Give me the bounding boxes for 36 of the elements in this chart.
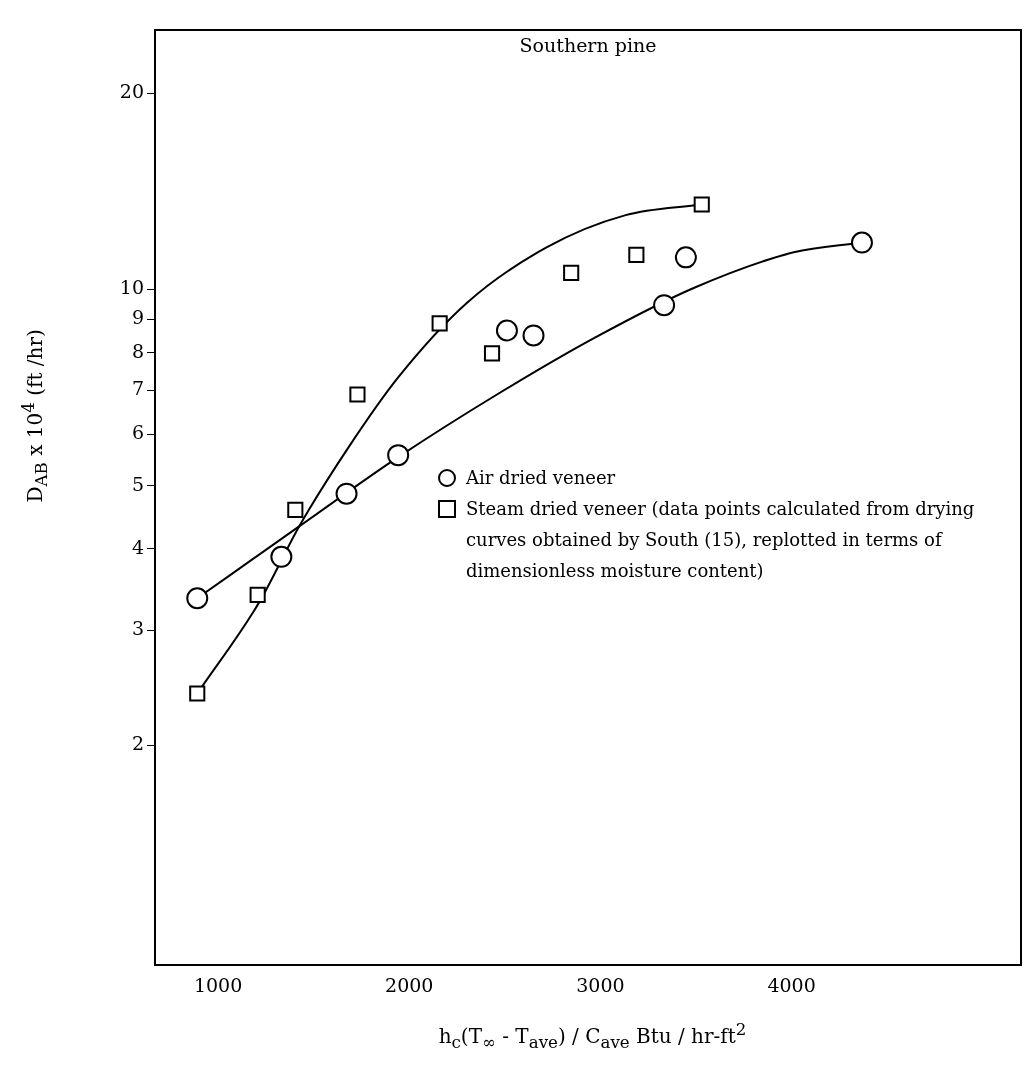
x-tick-label: 2000 xyxy=(385,974,434,997)
y-tick-label: 2 xyxy=(131,732,144,755)
legend-label: Air dried veneer xyxy=(466,466,616,490)
point xyxy=(249,586,266,603)
point xyxy=(431,315,448,332)
chart-title: Southern pine xyxy=(519,34,657,57)
point xyxy=(287,501,304,518)
y-tick-label: 7 xyxy=(131,377,144,400)
point xyxy=(563,264,580,282)
point xyxy=(335,482,358,505)
point xyxy=(693,196,710,213)
x-tick-label: 3000 xyxy=(576,974,625,997)
y-tick-label: 3 xyxy=(131,617,144,640)
x-tick-label: 1000 xyxy=(193,974,243,997)
point xyxy=(189,685,206,702)
y-tick-label: 9 xyxy=(131,306,144,329)
point xyxy=(483,345,501,362)
y-tick-label: 20 xyxy=(119,80,144,103)
y-tick-label: 8 xyxy=(131,339,144,362)
y-tick-label: 5 xyxy=(131,472,144,495)
point xyxy=(387,444,410,467)
point xyxy=(653,294,676,317)
point xyxy=(850,231,873,254)
legend-label: Steam dried veneer (data points calculated from drying curves obtained by South (15), replotted in terms of dimensionless moisture content) xyxy=(466,497,976,583)
point xyxy=(628,246,645,263)
y-tick-label: 6 xyxy=(131,421,144,444)
point xyxy=(522,324,545,347)
y-tick-label: 10 xyxy=(119,276,144,299)
point xyxy=(495,319,518,342)
point xyxy=(349,386,366,403)
y-tick-label: 4 xyxy=(131,535,144,558)
point xyxy=(186,587,209,610)
text: h$_{c}$(T$_{∞}$ - T$_{ave}$) / C$_{ave}$ Btu / hr-ft$^{2}$ xyxy=(438,1020,747,1052)
point xyxy=(674,246,697,269)
x-tick-label: 4000 xyxy=(767,974,816,997)
point xyxy=(270,545,293,568)
